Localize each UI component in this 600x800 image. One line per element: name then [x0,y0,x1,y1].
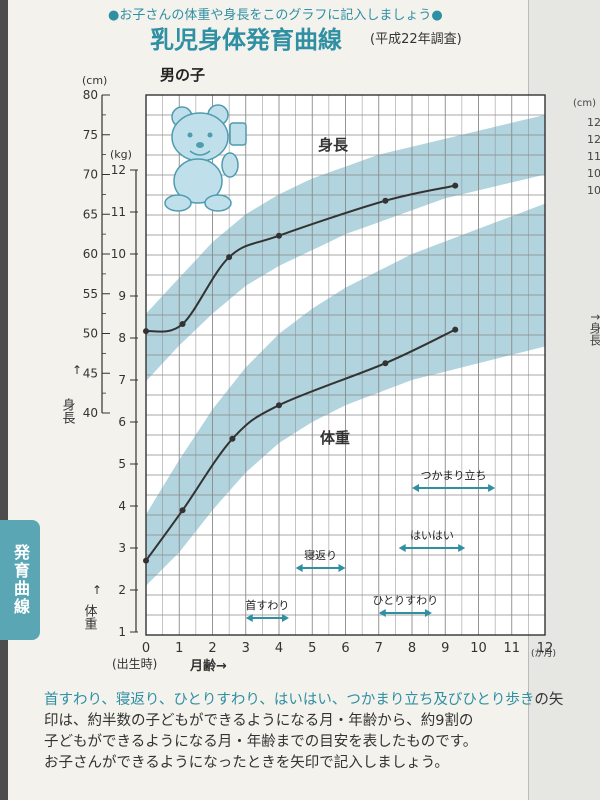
milestone-label: ひとりすわり [373,594,439,607]
height-tick-label: 50 [83,327,98,341]
next-page-tick: 11 [587,150,600,163]
caption-text-1: の矢印は、約半数の子どもができるようになる月・年齢から、約9割の [44,692,564,729]
milestone-arrow-head [378,609,386,617]
x-tick-label: 6 [341,641,349,656]
height-point [276,232,282,239]
milestone-arrow-head [338,564,346,572]
height-point [452,182,459,189]
height-axis-unit: (cm) [82,74,107,87]
weight-tick-label: 11 [111,205,126,219]
x-tick-label: 9 [441,641,449,656]
weight-axis-unit: (kg) [110,148,132,161]
survey-year: (平成22年調査) [370,32,462,47]
weight-series-label: 体重 [320,429,350,447]
weight-tick-label: 4 [118,499,126,513]
caption-milestone-list: 首すわり、寝返り、ひとりすわり、はいはい、つかまり立ち及びひとり歩き [44,692,535,708]
milestone-arrow-head [488,484,496,492]
height-axis-label: 身長 [60,397,76,424]
bear-mascot-icon [164,104,247,212]
x-axis-unit: (か月) [531,648,556,659]
next-page-label: ↑身長 [588,312,600,347]
x-tick-label: 5 [308,641,316,656]
x-birth-label: (出生時) [112,657,157,671]
weight-axis-label: 体重 [82,604,98,630]
milestone-arrow-head [245,614,253,622]
weight-tick-label: 7 [118,373,126,387]
caption-text-2: 子どもができるようになる月・年齢までの目安を表したものです。 [44,734,478,750]
panel-label: 男の子 [160,66,205,84]
weight-tick-label: 10 [111,247,126,261]
weight-tick-label: 9 [118,289,126,303]
x-tick-label: 2 [208,641,216,656]
height-point [179,320,186,327]
milestone-arrow-head [412,484,419,492]
explanation-caption: 首すわり、寝返り、ひとりすわり、はいはい、つかまり立ち及びひとり歩きの矢印は、約… [44,690,564,774]
milestone-arrow-head [398,544,406,552]
x-axis-label: 月齢→ [189,658,227,674]
weight-tick-label: 3 [118,541,126,555]
weight-axis-arrow: ↑ [92,583,102,597]
caption-text-3: お子さんができるようになったときを矢印で記入しましょう。 [44,755,449,771]
height-point [382,197,389,204]
milestone-label: はいはい [410,529,454,542]
x-tick-label: 4 [275,641,283,656]
height-tick-label: 60 [83,247,98,261]
milestone-arrow-head [295,564,303,572]
next-page-tick: 12 [587,133,600,146]
page-title: 乳児身体発育曲線 [150,26,342,54]
x-tick-label: 0 [142,641,150,656]
weight-point [229,435,236,442]
x-tick-label: 12 [537,641,554,656]
weight-tick-label: 2 [118,583,126,597]
height-tick-label: 80 [83,88,98,102]
instruction-text: ●お子さんの体重や身長をこのグラフに記入しましょう● [108,8,443,23]
weight-point [179,507,186,514]
height-point [143,328,149,335]
plot-frame [145,94,546,636]
milestone-label: 寝返り [304,548,337,562]
height-point [226,254,233,261]
next-page-tick: 12 [587,116,600,129]
next-page-unit: (cm) [573,98,597,109]
height-tick-label: 45 [83,366,98,380]
x-tick-label: 10 [470,641,487,656]
height-tick-label: 40 [83,406,98,420]
milestone-arrow-head [458,544,466,552]
height-tick-label: 65 [83,207,98,221]
weight-point [276,402,282,409]
section-tab: 発育曲線 [0,520,40,640]
weight-tick-label: 5 [118,457,126,471]
next-page-tick: 10 [587,184,600,197]
milestone-label: つかまり立ち [421,468,487,482]
x-tick-label: 7 [375,641,383,656]
x-tick-label: 3 [242,641,250,656]
milestone-arrow-head [424,609,432,617]
weight-point [382,360,389,367]
weight-tick-label: 6 [118,415,126,429]
x-tick-label: 8 [408,641,416,656]
milestone-arrow-head [281,614,289,622]
weight-tick-label: 8 [118,331,126,345]
height-tick-label: 75 [83,128,98,142]
weight-tick-label: 12 [111,163,126,177]
next-page-tick: 10 [587,167,600,180]
x-tick-label: 11 [503,641,520,656]
weight-point [452,326,459,333]
height-series-label: 身長 [318,136,349,154]
milestone-label: 首すわり [245,598,289,612]
weight-tick-label: 1 [118,625,126,639]
x-tick-label: 1 [175,641,183,656]
height-axis-arrow: ↑ [72,363,82,377]
weight-point [143,557,149,564]
height-tick-label: 70 [83,168,98,182]
next-page-ticks: 12 12 11 10 10 [587,114,600,199]
height-tick-label: 55 [83,287,98,301]
